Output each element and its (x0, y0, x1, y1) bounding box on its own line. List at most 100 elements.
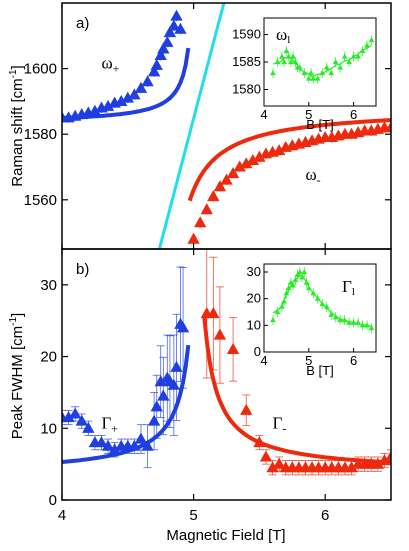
data-point (176, 321, 190, 333)
panel-b-data-points (62, 307, 391, 473)
series-annotation: Γ+ (101, 413, 118, 435)
inset-data-point (279, 53, 285, 59)
inset-y-tick-label: 30 (247, 264, 261, 279)
inset-y-tick-label: 20 (247, 291, 261, 306)
data-point (167, 378, 181, 390)
data-point (240, 403, 253, 415)
data-point (272, 457, 286, 469)
inset-y-tick-label: 10 (247, 317, 261, 332)
inset-data-point (281, 298, 288, 304)
series-annotation: ω+ (101, 54, 119, 76)
inset-data-point (341, 53, 348, 59)
data-point (345, 461, 358, 473)
data-point (207, 307, 220, 319)
data-point (128, 439, 141, 451)
omega-minus-fit-line (187, 118, 391, 202)
panel-b: 0 10 20 30 4 5 6 b) Γ+ Γ- Peak FWHM [cm-1] Mag… (8, 248, 392, 544)
data-point (207, 190, 220, 202)
data-point (88, 104, 102, 116)
inset-x-tick-label: 4 (260, 353, 267, 368)
inset-y-tick-label: 0 (254, 344, 261, 359)
inset-data-point (305, 285, 312, 291)
data-point (272, 144, 286, 156)
gamma-plus-fit-line (62, 344, 191, 464)
data-point (141, 75, 154, 87)
inset-data-point (332, 314, 339, 320)
inset-b: 4 5 6 0 10 20 30 B [T] Γl (247, 263, 377, 378)
data-point (82, 421, 95, 433)
data-point (246, 153, 259, 165)
panel-a-ylabel: Raman shift [cm-1] (8, 65, 26, 186)
inset-data-point (296, 269, 303, 275)
inset-data-point (274, 309, 281, 315)
panel-b-x-ticks: 4 5 6 (58, 249, 329, 524)
data-point (150, 400, 163, 412)
data-point (220, 173, 233, 185)
x-tick-label: 5 (189, 507, 197, 524)
data-point (253, 436, 266, 448)
inset-a-xlabel: B [T] (306, 117, 333, 132)
panel-b-y-ticks: 0 10 20 30 (40, 277, 391, 509)
data-point (187, 232, 200, 244)
y-tick-label: 30 (40, 277, 57, 294)
inset-data-point (346, 319, 352, 325)
data-point (384, 450, 391, 462)
inset-data-point (292, 59, 299, 65)
panel-a-annotations: ω+ ω- (101, 54, 320, 188)
inset-data-point (292, 277, 299, 283)
inset-data-point (323, 303, 330, 309)
inset-data-point (328, 70, 335, 76)
inset-data-point (319, 301, 326, 307)
x-tick-label: 6 (321, 507, 329, 524)
inset-x-tick-label: 4 (260, 107, 267, 122)
inset-data-point (350, 319, 357, 325)
data-point (163, 26, 177, 38)
inset-data-point (341, 317, 348, 323)
data-point (378, 454, 391, 466)
panel-a-y-ticks: 1560 1580 1600 (24, 61, 391, 209)
inset-data-point (350, 53, 357, 59)
series-annotation: Γ- (273, 413, 287, 435)
data-point (147, 65, 161, 77)
data-point (200, 203, 213, 215)
inset-a-title: ωl (276, 25, 290, 46)
inset-data-point (290, 282, 296, 288)
y-tick-label: 1580 (24, 126, 57, 143)
data-point (95, 436, 108, 448)
data-point (101, 439, 115, 451)
inset-data-point (308, 70, 314, 76)
inset-data-point (364, 322, 370, 328)
inset-b-xlabel: B [T] (306, 363, 333, 378)
inset-b-title: Γl (342, 277, 355, 298)
inset-data-point (294, 271, 301, 277)
data-point (101, 99, 115, 111)
inset-data-point (359, 322, 366, 328)
data-point (147, 414, 161, 426)
data-point (226, 342, 240, 354)
inset-x-tick-label: 5 (305, 353, 312, 368)
data-point (121, 91, 134, 103)
inset-data-point (285, 53, 292, 59)
data-point (154, 48, 167, 61)
inset-data-point (355, 319, 361, 325)
inset-data-point (328, 311, 335, 317)
inset-x-tick-label: 5 (305, 107, 312, 122)
data-point (167, 19, 181, 31)
panel-b-ylabel: Peak FWHM [cm-1] (8, 313, 26, 439)
data-point (134, 81, 148, 93)
data-point (75, 414, 88, 426)
panel-a-x-ticks (61, 3, 326, 249)
data-point (154, 375, 167, 387)
data-point (161, 35, 174, 47)
inset-data-point (299, 274, 305, 280)
inset-data-point (305, 75, 312, 81)
data-point (371, 457, 385, 469)
panel-a-data-points (62, 9, 391, 245)
data-point (194, 216, 207, 228)
inset-data-point (332, 59, 339, 65)
data-point (170, 360, 183, 372)
data-point (134, 432, 148, 444)
data-point (108, 443, 121, 455)
inset-a-ticks: 4 5 6 1580 1585 1590 (232, 27, 357, 123)
